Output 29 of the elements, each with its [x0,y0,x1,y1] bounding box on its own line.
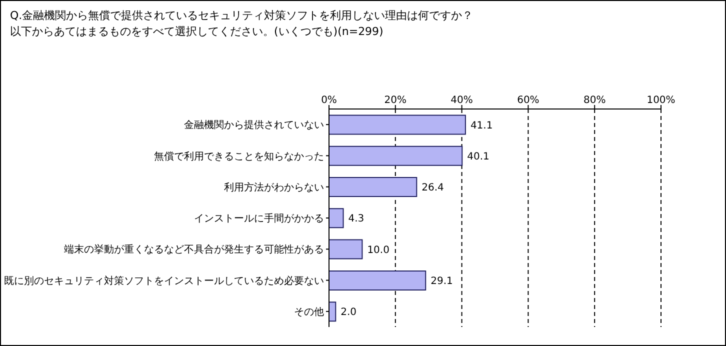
y-tick-label: 既に別のセキュリティ対策ソフトをインストールしているため必要ない [4,274,324,287]
y-tick-label: 無償で利用できることを知らなかった [154,150,324,162]
chart-title: Q.金融機関から無償で提供されているセキュリティ対策ソフトを利用しない理由は何ですか？ [10,8,474,24]
y-tick-label: その他 [294,306,324,318]
x-tick-label: 20% [384,95,407,106]
x-tick-label: 100% [646,95,676,106]
bar [329,270,426,290]
data-label: 10.0 [367,244,390,256]
y-tick-label: 利用方法がわからない [224,181,324,194]
x-tick-label: 80% [583,95,606,106]
bar [329,239,363,260]
bar [329,208,344,228]
bar [329,114,466,135]
bar [329,177,418,198]
x-tick-label: 40% [450,95,473,106]
bar [329,302,336,322]
data-label: 40.1 [467,151,490,162]
data-label: 29.1 [430,276,453,287]
y-tick-label: 金融機関から提供されていない [184,119,324,132]
bar [329,146,463,166]
x-tick-label: 0% [321,95,337,106]
data-label: 26.4 [422,182,444,194]
data-label: 2.0 [340,307,357,318]
text: 以下からあてはまるものをすべて選択してください。(いくつでも)(n=299) [10,24,384,40]
y-tick-label: 端末の挙動が重くなるなど不具合が発生する可能性がある [64,244,324,256]
x-tick-label: 60% [517,95,540,106]
data-label: 41.1 [470,120,493,132]
data-label: 4.3 [348,214,364,225]
y-tick-label: インストールに手間がかかる [194,212,324,225]
